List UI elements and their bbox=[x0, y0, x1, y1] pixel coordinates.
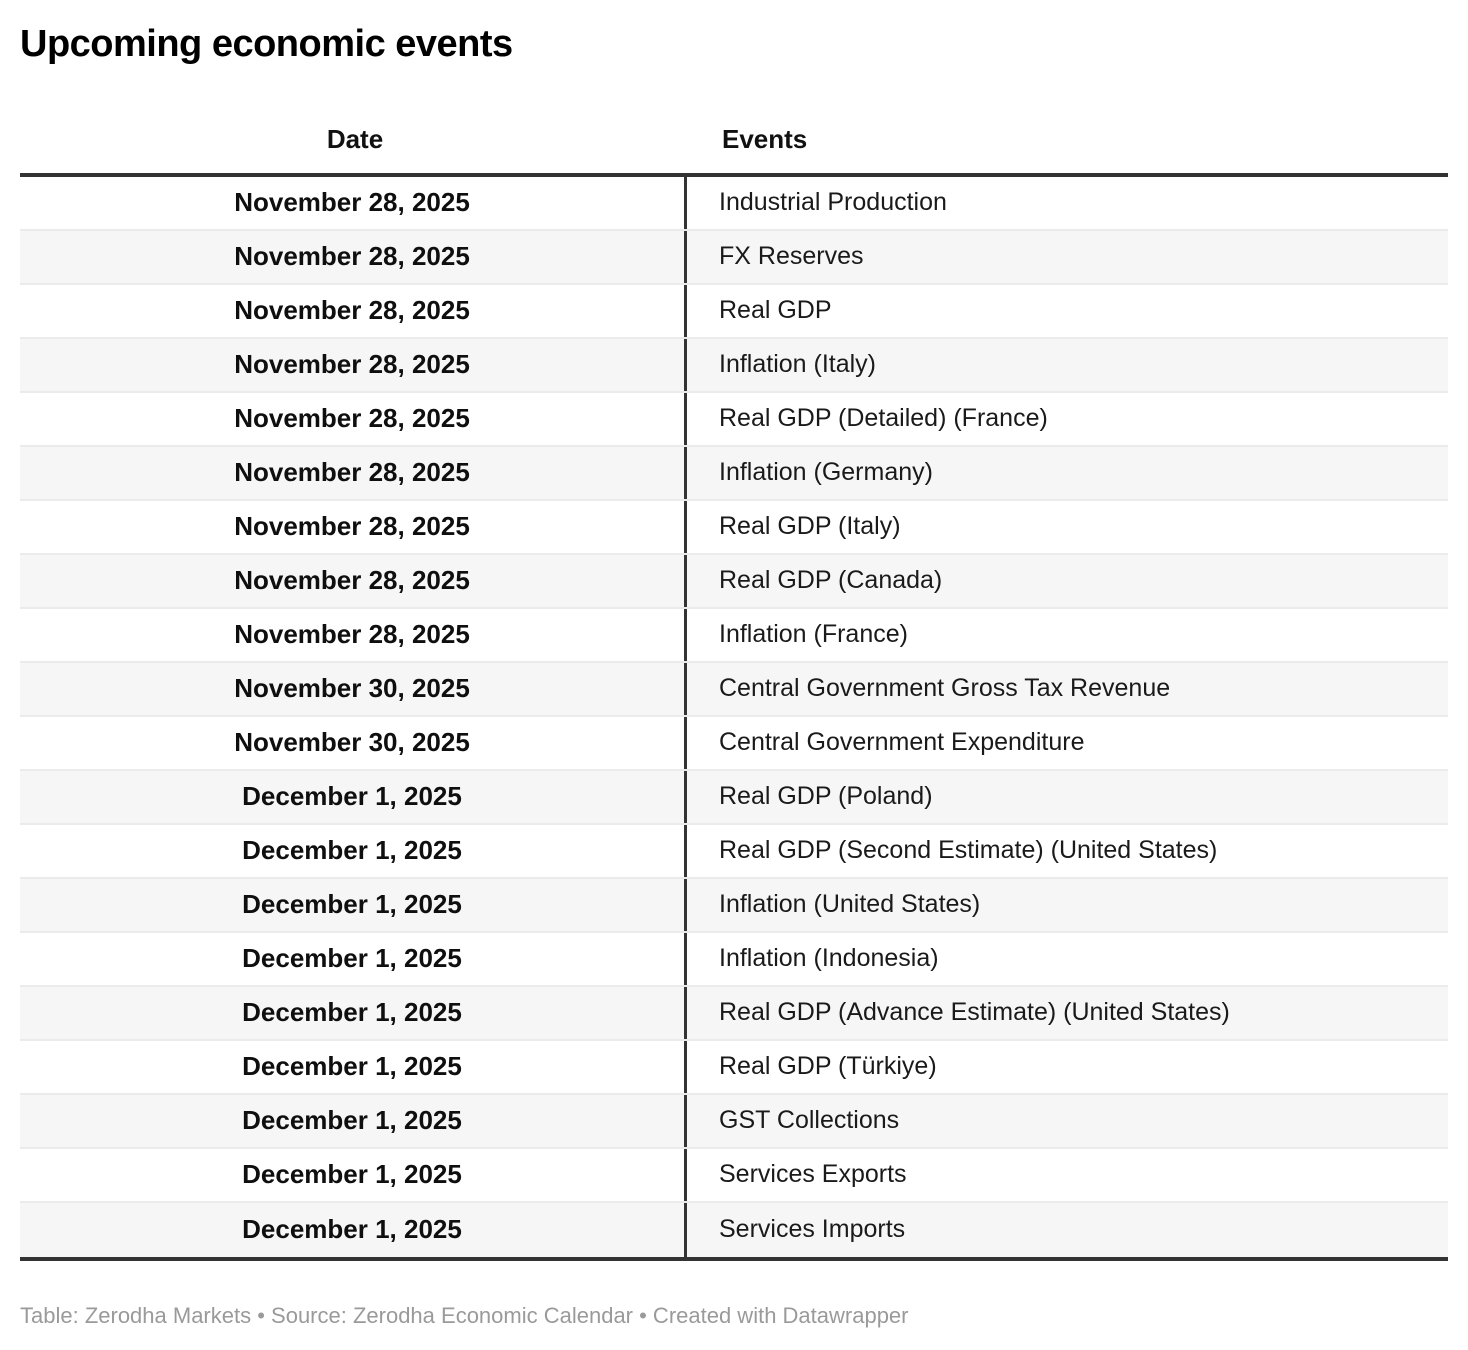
table-row: December 1, 2025 Inflation (Indonesia) bbox=[20, 932, 1448, 987]
table-row: December 1, 2025 GST Collections bbox=[20, 1094, 1448, 1149]
event-cell: Central Government Gross Tax Revenue bbox=[719, 674, 1171, 703]
event-cell: FX Reserves bbox=[719, 242, 864, 271]
column-header-events: Events bbox=[722, 123, 808, 154]
table-row: December 1, 2025 Inflation (United State… bbox=[20, 878, 1448, 933]
event-cell: GST Collections bbox=[719, 1106, 900, 1135]
event-cell: Real GDP bbox=[719, 296, 832, 325]
date-cell: November 28, 2025 bbox=[20, 554, 687, 607]
event-cell: Real GDP (Poland) bbox=[719, 782, 933, 811]
attribution-footer: Table: Zerodha Markets • Source: Zerodha… bbox=[20, 1302, 909, 1328]
date-cell: November 30, 2025 bbox=[20, 662, 687, 715]
date-cell: November 28, 2025 bbox=[20, 608, 687, 661]
table-row: December 1, 2025 Real GDP (Advance Estim… bbox=[20, 986, 1448, 1041]
date-cell: November 28, 2025 bbox=[20, 230, 687, 283]
table-row: November 28, 2025 Real GDP (Italy) bbox=[20, 500, 1448, 555]
date-cell: December 1, 2025 bbox=[20, 1094, 687, 1147]
page-title: Upcoming economic events bbox=[20, 23, 513, 65]
date-cell: November 28, 2025 bbox=[20, 392, 687, 445]
table-row: December 1, 2025 Real GDP (Türkiye) bbox=[20, 1040, 1448, 1095]
event-cell: Inflation (Italy) bbox=[719, 350, 877, 379]
event-cell: Real GDP (Canada) bbox=[719, 566, 943, 595]
event-cell: Services Imports bbox=[719, 1215, 906, 1244]
table-row: November 28, 2025 Inflation (Germany) bbox=[20, 446, 1448, 501]
events-table: Date Events November 28, 2025 Industrial… bbox=[20, 124, 1448, 1261]
event-cell: Real GDP (Detailed) (France) bbox=[719, 404, 1048, 433]
table-row: November 28, 2025 FX Reserves bbox=[20, 230, 1448, 285]
event-cell: Industrial Production bbox=[719, 188, 947, 217]
event-cell: Inflation (Indonesia) bbox=[719, 944, 939, 973]
table-row: December 1, 2025 Services Exports bbox=[20, 1148, 1448, 1203]
table-row: December 1, 2025 Services Imports bbox=[20, 1202, 1448, 1257]
table-row: November 30, 2025 Central Government Gro… bbox=[20, 662, 1448, 717]
table-row: November 28, 2025 Real GDP (Detailed) (F… bbox=[20, 392, 1448, 447]
event-cell: Real GDP (Second Estimate) (United State… bbox=[719, 836, 1218, 865]
date-cell: November 28, 2025 bbox=[20, 446, 687, 499]
event-cell: Inflation (France) bbox=[719, 620, 908, 649]
table-row: November 28, 2025 Real GDP (Canada) bbox=[20, 554, 1448, 609]
table-row: November 28, 2025 Inflation (Italy) bbox=[20, 338, 1448, 393]
table-row: November 30, 2025 Central Government Exp… bbox=[20, 716, 1448, 771]
table-body: November 28, 2025 Industrial Production … bbox=[20, 176, 1448, 1261]
event-cell: Real GDP (Türkiye) bbox=[719, 1052, 937, 1081]
date-cell: November 30, 2025 bbox=[20, 716, 687, 769]
date-cell: December 1, 2025 bbox=[20, 986, 687, 1039]
date-cell: December 1, 2025 bbox=[20, 1202, 687, 1257]
date-cell: December 1, 2025 bbox=[20, 824, 687, 877]
table-row: November 28, 2025 Inflation (France) bbox=[20, 608, 1448, 663]
event-cell: Services Exports bbox=[719, 1160, 907, 1189]
column-header-date: Date bbox=[326, 123, 384, 154]
table-row: November 28, 2025 Industrial Production bbox=[20, 176, 1448, 231]
event-cell: Real GDP (Advance Estimate) (United Stat… bbox=[719, 998, 1230, 1027]
date-cell: November 28, 2025 bbox=[20, 500, 687, 553]
event-cell: Real GDP (Italy) bbox=[719, 512, 901, 541]
date-cell: December 1, 2025 bbox=[20, 1148, 687, 1201]
event-cell: Central Government Expenditure bbox=[719, 728, 1085, 757]
table-row: December 1, 2025 Real GDP (Poland) bbox=[20, 770, 1448, 825]
date-cell: December 1, 2025 bbox=[20, 878, 687, 931]
date-cell: December 1, 2025 bbox=[20, 1040, 687, 1093]
event-cell: Inflation (Germany) bbox=[719, 458, 933, 487]
date-cell: November 28, 2025 bbox=[20, 338, 687, 391]
date-cell: November 28, 2025 bbox=[20, 176, 687, 229]
table-header-row: Date Events bbox=[20, 124, 1448, 177]
event-cell: Inflation (United States) bbox=[719, 890, 981, 919]
date-cell: November 28, 2025 bbox=[20, 284, 687, 337]
table-row: December 1, 2025 Real GDP (Second Estima… bbox=[20, 824, 1448, 879]
date-cell: December 1, 2025 bbox=[20, 932, 687, 985]
table-row: November 28, 2025 Real GDP bbox=[20, 284, 1448, 339]
date-cell: December 1, 2025 bbox=[20, 770, 687, 823]
